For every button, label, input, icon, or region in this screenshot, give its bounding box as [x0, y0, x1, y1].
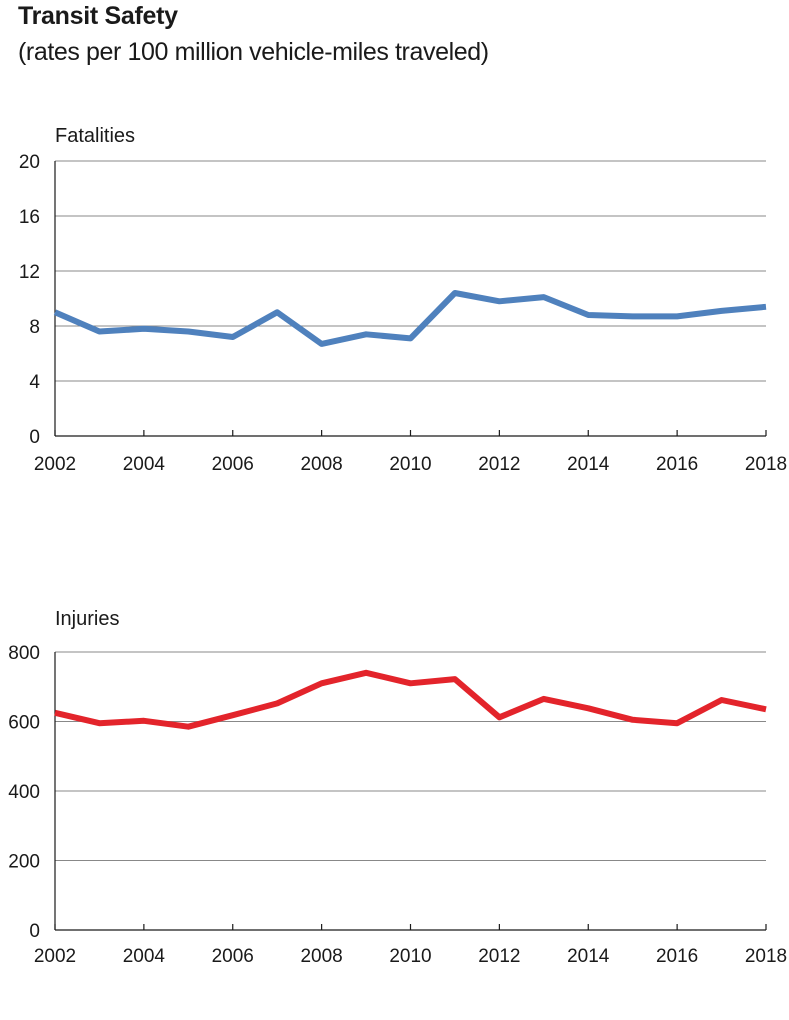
fatalities-x-tick-label: 2014: [567, 454, 610, 475]
injuries-series-line: [54, 669, 767, 730]
injuries-x-tick-label: 2002: [34, 946, 76, 967]
injuries-x-tick-label: 2016: [656, 946, 698, 967]
fatalities-x-tick-label: 2002: [34, 454, 76, 475]
injuries-y-tick-label: 200: [8, 852, 40, 873]
injuries-panel: Injuries 0 200 400 600 800 2002 2004 2006 2008 201…: [8, 608, 787, 967]
fatalities-x-tick-label: 2006: [212, 454, 254, 475]
injuries-panel-label: Injuries: [55, 608, 119, 630]
injuries-x-tick-label: 2014: [567, 946, 610, 967]
chart-title: Transit Safety: [18, 2, 178, 30]
fatalities-panel: Fatalities 0 4 8 12 16 20 2002 2004 2006 2008 2010 2…: [19, 125, 787, 475]
injuries-x-tick-label: 2008: [300, 946, 342, 967]
fatalities-panel-label: Fatalities: [55, 125, 135, 147]
injuries-x-tick-label: 2018: [745, 946, 787, 967]
fatalities-x-tick-label: 2010: [389, 454, 431, 475]
fatalities-y-tick-label: 16: [19, 207, 40, 228]
fatalities-y-tick-label: 8: [29, 317, 40, 338]
chart-subtitle: (rates per 100 million vehicle-miles tra…: [18, 38, 489, 66]
injuries-y-tick-label: 400: [8, 782, 40, 803]
fatalities-y-tick-label: 4: [29, 372, 40, 393]
fatalities-x-tick-label: 2012: [478, 454, 520, 475]
fatalities-x-tick-label: 2008: [300, 454, 342, 475]
injuries-x-tick-label: 2006: [212, 946, 254, 967]
injuries-y-tick-label: 800: [8, 643, 40, 664]
fatalities-x-tick-label: 2016: [656, 454, 698, 475]
fatalities-series-line: [53, 290, 767, 347]
fatalities-y-tick-label: 0: [29, 427, 40, 448]
fatalities-y-tick-label: 12: [19, 262, 40, 283]
injuries-y-tick-label: 0: [29, 921, 40, 942]
injuries-x-tick-label: 2012: [478, 946, 520, 967]
injuries-x-tick-label: 2010: [389, 946, 431, 967]
fatalities-x-tick-label: 2004: [123, 454, 166, 475]
injuries-x-tick-label: 2004: [123, 946, 166, 967]
injuries-y-tick-label: 600: [8, 713, 40, 734]
fatalities-y-tick-label: 20: [19, 152, 40, 173]
fatalities-x-tick-label: 2018: [745, 454, 787, 475]
